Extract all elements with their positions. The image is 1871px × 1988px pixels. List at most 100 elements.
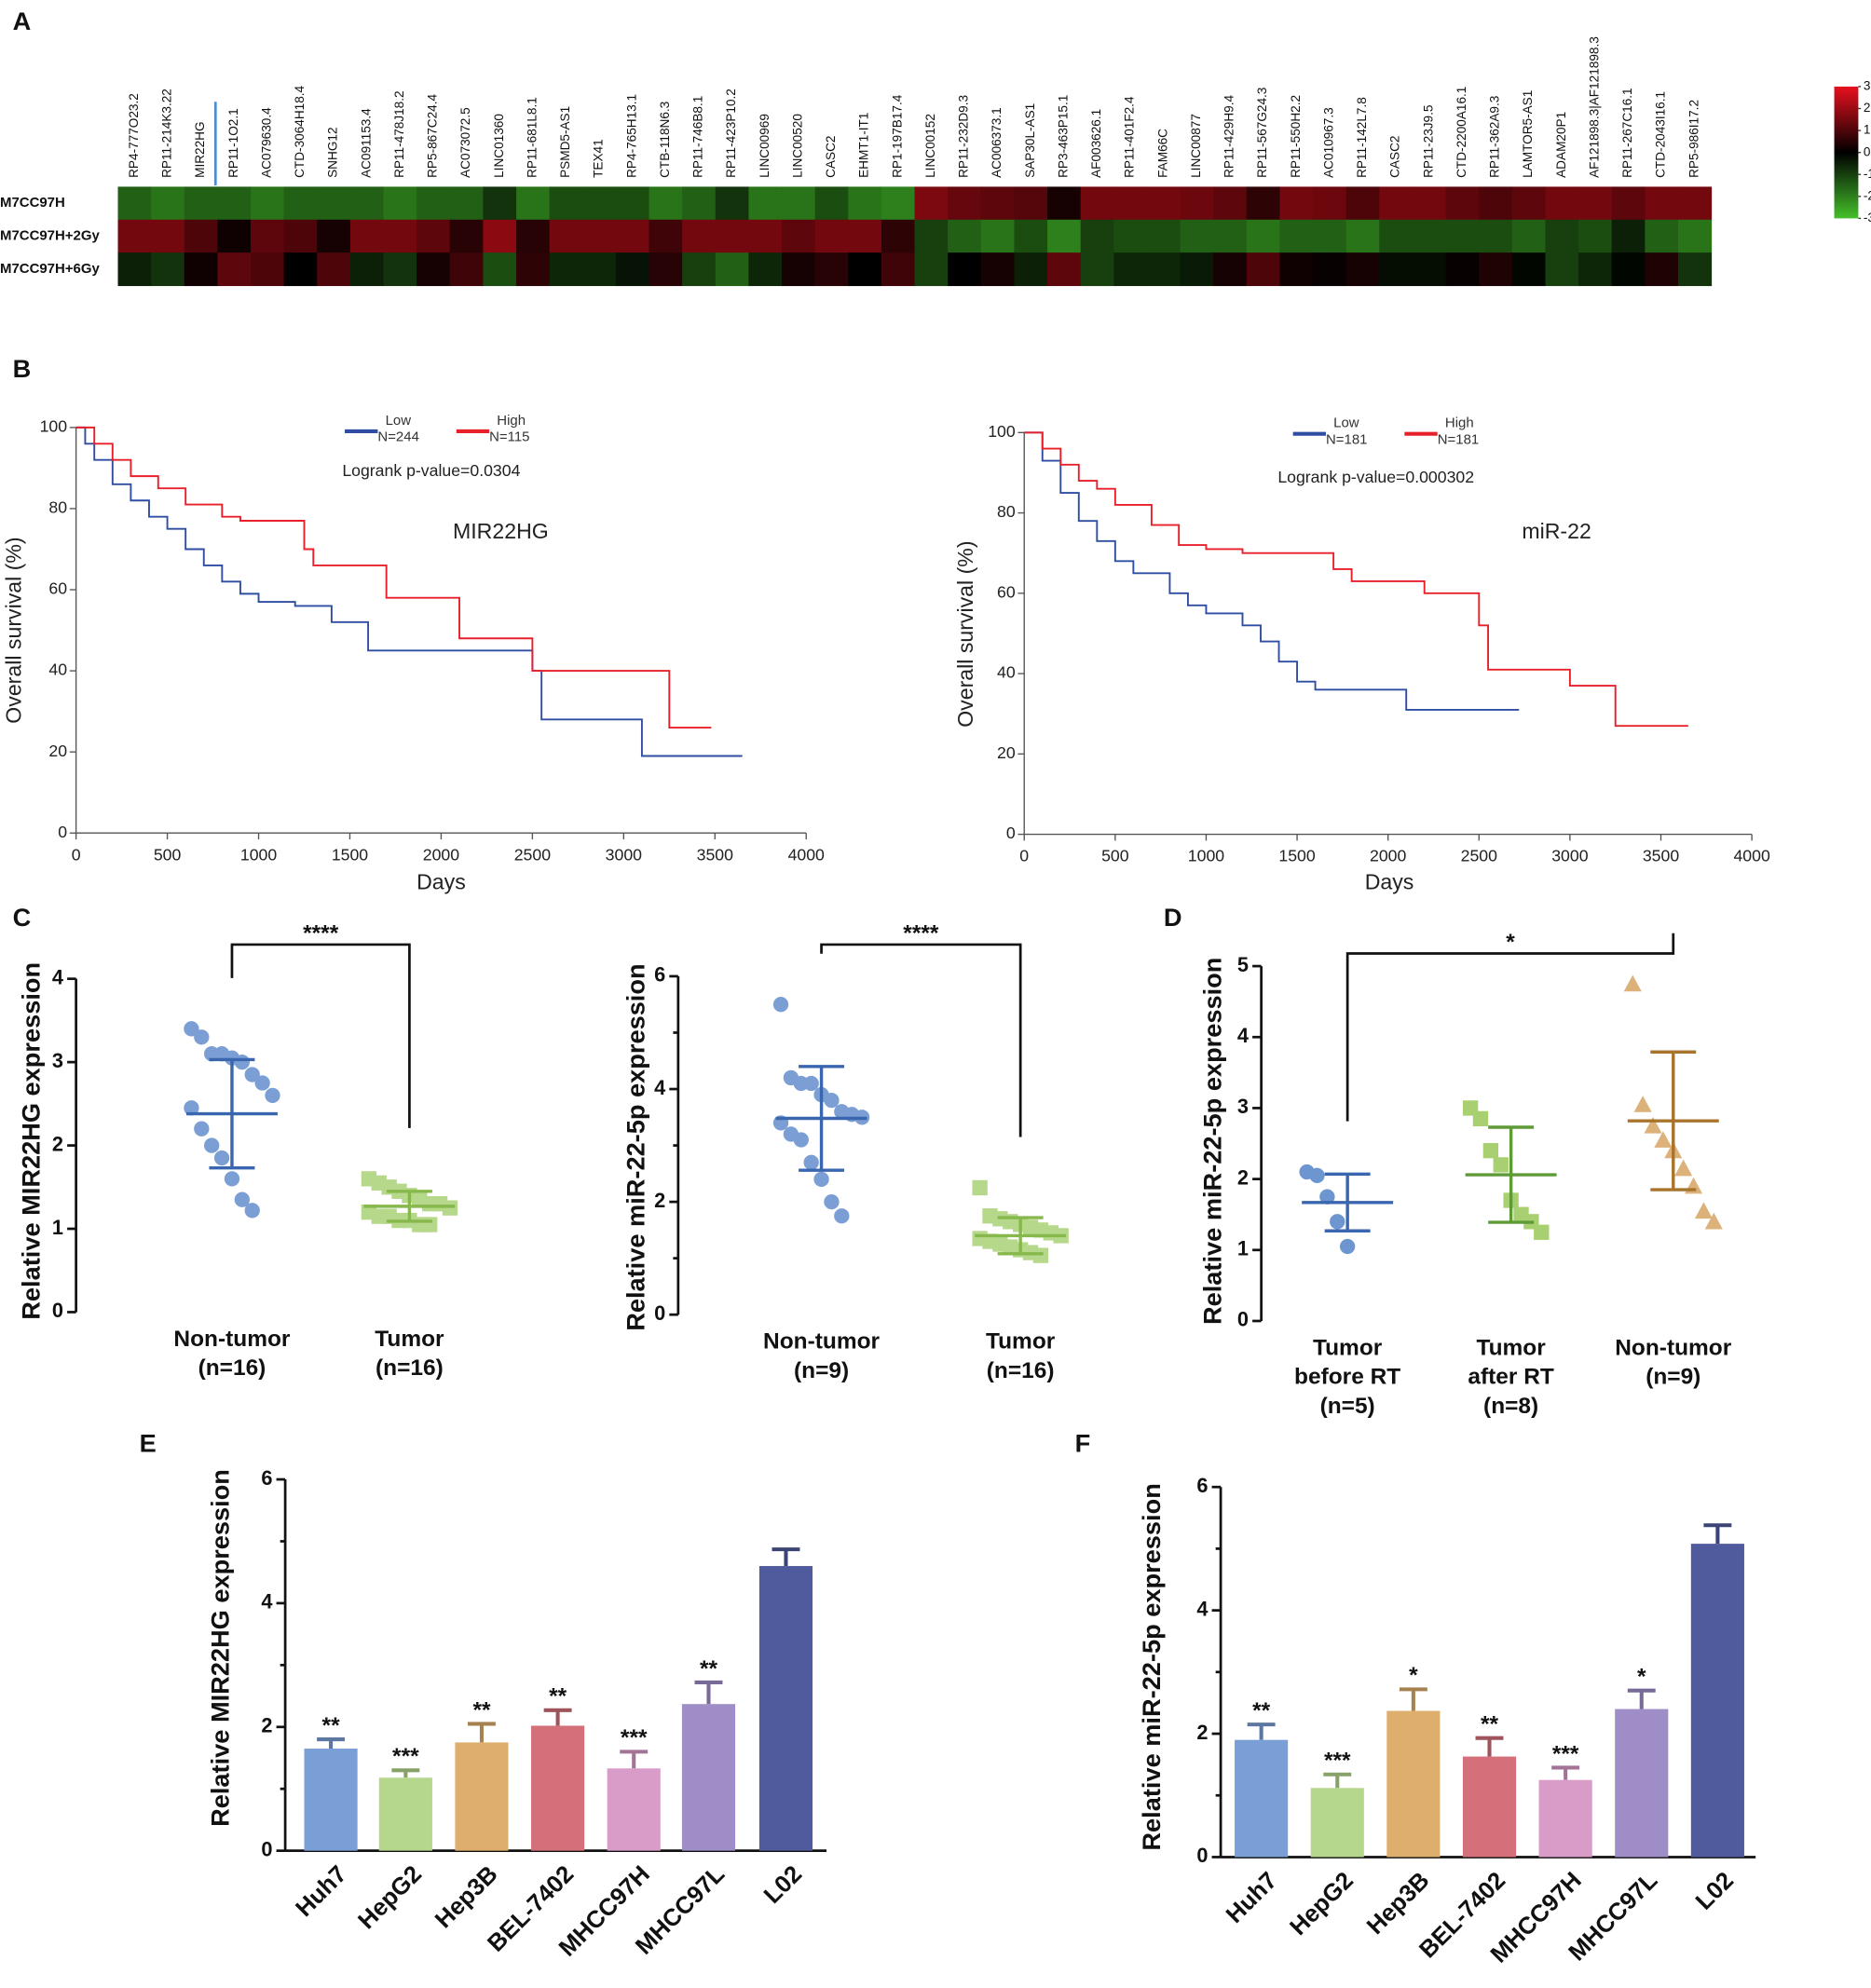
heatmap-cell	[1445, 219, 1480, 253]
curve-label: miR-22	[1522, 519, 1591, 543]
heatmap-cell	[1511, 252, 1546, 287]
heatmap-cell	[417, 186, 451, 221]
heatmap-cell	[1645, 252, 1679, 287]
heatmap-cell	[1545, 219, 1579, 253]
heatmap-cell	[1479, 252, 1513, 287]
colorbar-label: 3	[1864, 79, 1871, 93]
column-label: FAM66C	[1155, 129, 1169, 178]
logrank: Logrank p-value=0.0304	[342, 461, 520, 480]
category-label: (n=9)	[1646, 1365, 1700, 1390]
category-label: Tumor	[986, 1329, 1056, 1355]
data-point	[442, 1200, 458, 1216]
heatmap-cell	[1146, 252, 1181, 287]
data-point	[803, 1154, 819, 1170]
heatmap-cell	[1213, 219, 1248, 253]
category-label: (n=16)	[376, 1355, 444, 1381]
column-label: TEX41	[592, 139, 606, 178]
heatmap-cell	[1047, 252, 1082, 287]
data-point	[1493, 1157, 1509, 1173]
data-point	[1032, 1247, 1049, 1263]
y-axis-label: Relative MIR22HG expression	[205, 1469, 234, 1827]
heatmap-cell	[449, 252, 484, 287]
x-tick-label: 4000	[788, 845, 825, 864]
heatmap-cell	[349, 252, 385, 287]
y-tick-label: 40	[48, 660, 67, 679]
column-label: RP11-567G24.3	[1255, 88, 1269, 178]
column-label: RP11-142L7.8	[1355, 97, 1369, 178]
heatmap-cell	[1545, 252, 1579, 287]
column-label: MIR22HG	[193, 121, 207, 177]
legend-label: Low	[1333, 415, 1359, 431]
data-point	[254, 1075, 270, 1091]
y-tick-label: 4	[1237, 1024, 1249, 1047]
significance-label: **	[1252, 1698, 1271, 1723]
heatmap-cell	[1545, 186, 1579, 221]
heatmap-cell	[483, 186, 517, 221]
heatmap-cell	[649, 186, 683, 221]
heatmap-cell	[848, 186, 882, 221]
heatmap-cell	[184, 186, 218, 221]
data-point	[1534, 1224, 1550, 1240]
data-point	[234, 1054, 251, 1070]
heatmap-cell	[1677, 186, 1713, 221]
column-label: RP11-214K3.22	[160, 89, 174, 178]
heatmap-cell	[1479, 219, 1513, 253]
heatmap-cell	[715, 186, 749, 221]
column-label: CASC2	[824, 136, 838, 178]
y-tick-label: 6	[1196, 1474, 1208, 1497]
legend-label: High	[1445, 415, 1474, 431]
column-label: LAMTOR5-AS1	[1521, 90, 1535, 178]
heatmap-cell	[1313, 252, 1347, 287]
heatmap-cell	[914, 219, 949, 253]
category-label: Non-tumor	[763, 1329, 881, 1355]
heatmap-cell	[1113, 219, 1148, 253]
heatmap-cell	[417, 252, 451, 287]
significance-label: ***	[1324, 1749, 1351, 1774]
x-tick-label: 1500	[1278, 847, 1315, 865]
data-point	[1339, 1238, 1356, 1255]
column-label: SAP30L-AS1	[1023, 103, 1037, 178]
heatmap-cell	[914, 186, 949, 221]
heatmap-cell	[1611, 252, 1646, 287]
data-point	[1623, 974, 1642, 992]
data-point	[834, 1208, 850, 1224]
heatmap-cell	[1146, 219, 1181, 253]
column-label: RP11-550H2.2	[1289, 95, 1303, 178]
y-tick-label: 5	[1237, 953, 1249, 976]
y-axis-label: Overall survival (%)	[953, 540, 977, 727]
legend-label: High	[497, 413, 526, 429]
y-tick-label: 4	[261, 1590, 272, 1614]
y-tick-label: 0	[52, 1299, 63, 1322]
y-tick-label: 60	[997, 583, 1016, 602]
row-label: M7CC97H+6Gy	[0, 261, 100, 277]
bar	[1538, 1779, 1592, 1858]
column-label: RP11-1O2.1	[226, 108, 240, 178]
colorbar-label: -2	[1864, 188, 1871, 202]
data-point	[194, 1029, 210, 1045]
y-tick-label: 1	[52, 1216, 63, 1239]
heatmap-cell	[615, 186, 650, 221]
y-axis-label: Relative miR-22-5p expression	[1137, 1483, 1166, 1850]
heatmap-cell	[1180, 186, 1214, 221]
column-label: CASC2	[1388, 136, 1402, 178]
column-label: CTD-2043I16.1	[1654, 91, 1668, 178]
x-tick-label: 2500	[1461, 847, 1497, 865]
heatmap-cell	[1213, 186, 1248, 221]
bar	[531, 1725, 585, 1851]
data-point	[1319, 1189, 1335, 1205]
heatmap-cell	[948, 252, 982, 287]
column-label: AF121898.3|AF121898.3	[1587, 36, 1601, 178]
legend-n: N=181	[1438, 431, 1479, 447]
x-axis-label: Days	[417, 870, 466, 894]
significance-label: *	[1637, 1665, 1646, 1690]
heatmap-cell	[1677, 219, 1713, 253]
significance-bracket	[820, 943, 1022, 1137]
significance-label: ***	[392, 1744, 419, 1769]
heatmap-cell	[1345, 252, 1380, 287]
heatmap-cell	[449, 186, 484, 221]
bar	[1690, 1544, 1744, 1858]
column-label: RP11-401F2.4	[1123, 96, 1137, 178]
bar	[378, 1777, 432, 1851]
column-label: RP11-681L8.1	[525, 97, 539, 178]
